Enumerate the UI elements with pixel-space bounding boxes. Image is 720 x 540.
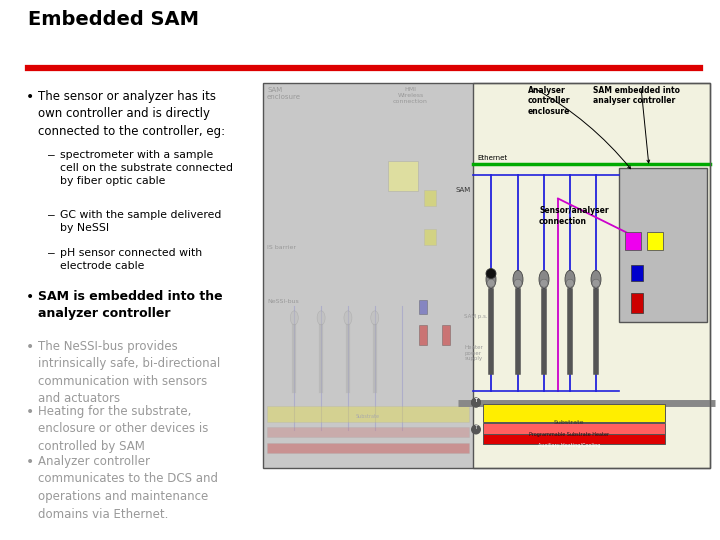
Text: •: • (26, 455, 35, 469)
Text: •: • (26, 290, 35, 304)
Text: GC with the sample delivered
by NeSSI: GC with the sample delivered by NeSSI (60, 210, 221, 233)
Text: SAM embedded into
analyser controller: SAM embedded into analyser controller (593, 86, 680, 105)
Text: Programmable Substrate Heater: Programmable Substrate Heater (529, 432, 609, 437)
Circle shape (514, 279, 522, 287)
Text: T: T (474, 425, 477, 430)
Bar (420, 300, 428, 314)
Bar (473, 83, 710, 468)
Circle shape (471, 424, 481, 435)
Text: The NeSSI-bus provides
intrinsically safe, bi-directional
communication with sen: The NeSSI-bus provides intrinsically saf… (38, 340, 220, 406)
Text: pH sensor connected with
electrode cable: pH sensor connected with electrode cable (60, 248, 202, 271)
Text: –: – (48, 248, 55, 258)
Text: Ethernet: Ethernet (477, 155, 507, 161)
Ellipse shape (290, 311, 298, 325)
Text: The sensor or analyzer has its
own controller and is directly
connected to the c: The sensor or analyzer has its own contr… (38, 90, 225, 138)
Text: NeSSI-bus: NeSSI-bus (267, 299, 299, 303)
Text: SAM p.s.: SAM p.s. (464, 314, 487, 319)
Circle shape (487, 279, 495, 287)
Bar (420, 325, 428, 345)
Bar (424, 190, 436, 206)
Ellipse shape (317, 311, 325, 325)
Bar (267, 427, 469, 437)
Bar (388, 161, 418, 191)
Bar (619, 168, 707, 322)
Bar (424, 229, 436, 245)
Text: Embedded SAM: Embedded SAM (28, 10, 199, 29)
Text: –: – (48, 210, 55, 220)
Text: •: • (26, 405, 35, 419)
Text: Substrate: Substrate (554, 420, 584, 425)
Bar (442, 325, 450, 345)
Text: SAM
enclosure: SAM enclosure (267, 87, 301, 100)
Ellipse shape (486, 268, 496, 279)
Text: –: – (48, 150, 55, 160)
Circle shape (592, 279, 600, 287)
Text: •: • (26, 340, 35, 354)
Ellipse shape (565, 271, 575, 288)
Bar (631, 293, 643, 313)
Bar (631, 265, 643, 281)
Circle shape (566, 279, 574, 287)
Text: HMI
Wireless
connection: HMI Wireless connection (393, 87, 428, 104)
Text: Analyser
controller
enclosure: Analyser controller enclosure (528, 86, 570, 116)
FancyArrowPatch shape (642, 90, 649, 163)
Bar (483, 434, 665, 444)
Text: Sensor/analyser
connection: Sensor/analyser connection (539, 206, 608, 226)
Text: Heater
power
supply: Heater power supply (464, 345, 483, 361)
Bar (483, 404, 665, 422)
Text: T: T (474, 398, 477, 403)
Text: IS barrier: IS barrier (267, 245, 296, 249)
Text: SAM: SAM (456, 187, 471, 193)
Ellipse shape (486, 271, 496, 288)
Bar (647, 232, 663, 249)
Circle shape (471, 397, 481, 408)
Circle shape (540, 279, 548, 287)
Bar (263, 83, 710, 468)
FancyArrowPatch shape (534, 89, 631, 168)
Text: Substrate: Substrate (356, 414, 380, 419)
Circle shape (471, 397, 481, 408)
Ellipse shape (344, 311, 352, 325)
Bar (625, 232, 641, 249)
Bar (263, 83, 473, 468)
Text: Heating for the substrate,
enclosure or other devices is
controlled by SAM: Heating for the substrate, enclosure or … (38, 405, 208, 453)
Bar (267, 406, 469, 422)
Text: •: • (26, 90, 35, 104)
Ellipse shape (591, 271, 601, 288)
Text: spectrometer with a sample
cell on the substrate connected
by fiber optic cable: spectrometer with a sample cell on the s… (60, 150, 233, 186)
Text: SAM is embedded into the
analyzer controller: SAM is embedded into the analyzer contro… (38, 290, 222, 321)
Text: Analyzer controller
communicates to the DCS and
operations and maintenance
domai: Analyzer controller communicates to the … (38, 455, 218, 521)
Ellipse shape (513, 271, 523, 288)
Ellipse shape (371, 311, 379, 325)
Ellipse shape (539, 271, 549, 288)
Text: Auxiliary Heating/Cooling: Auxiliary Heating/Cooling (538, 443, 600, 448)
Text: T: T (474, 398, 477, 403)
Bar (483, 423, 665, 434)
Bar (267, 443, 469, 453)
